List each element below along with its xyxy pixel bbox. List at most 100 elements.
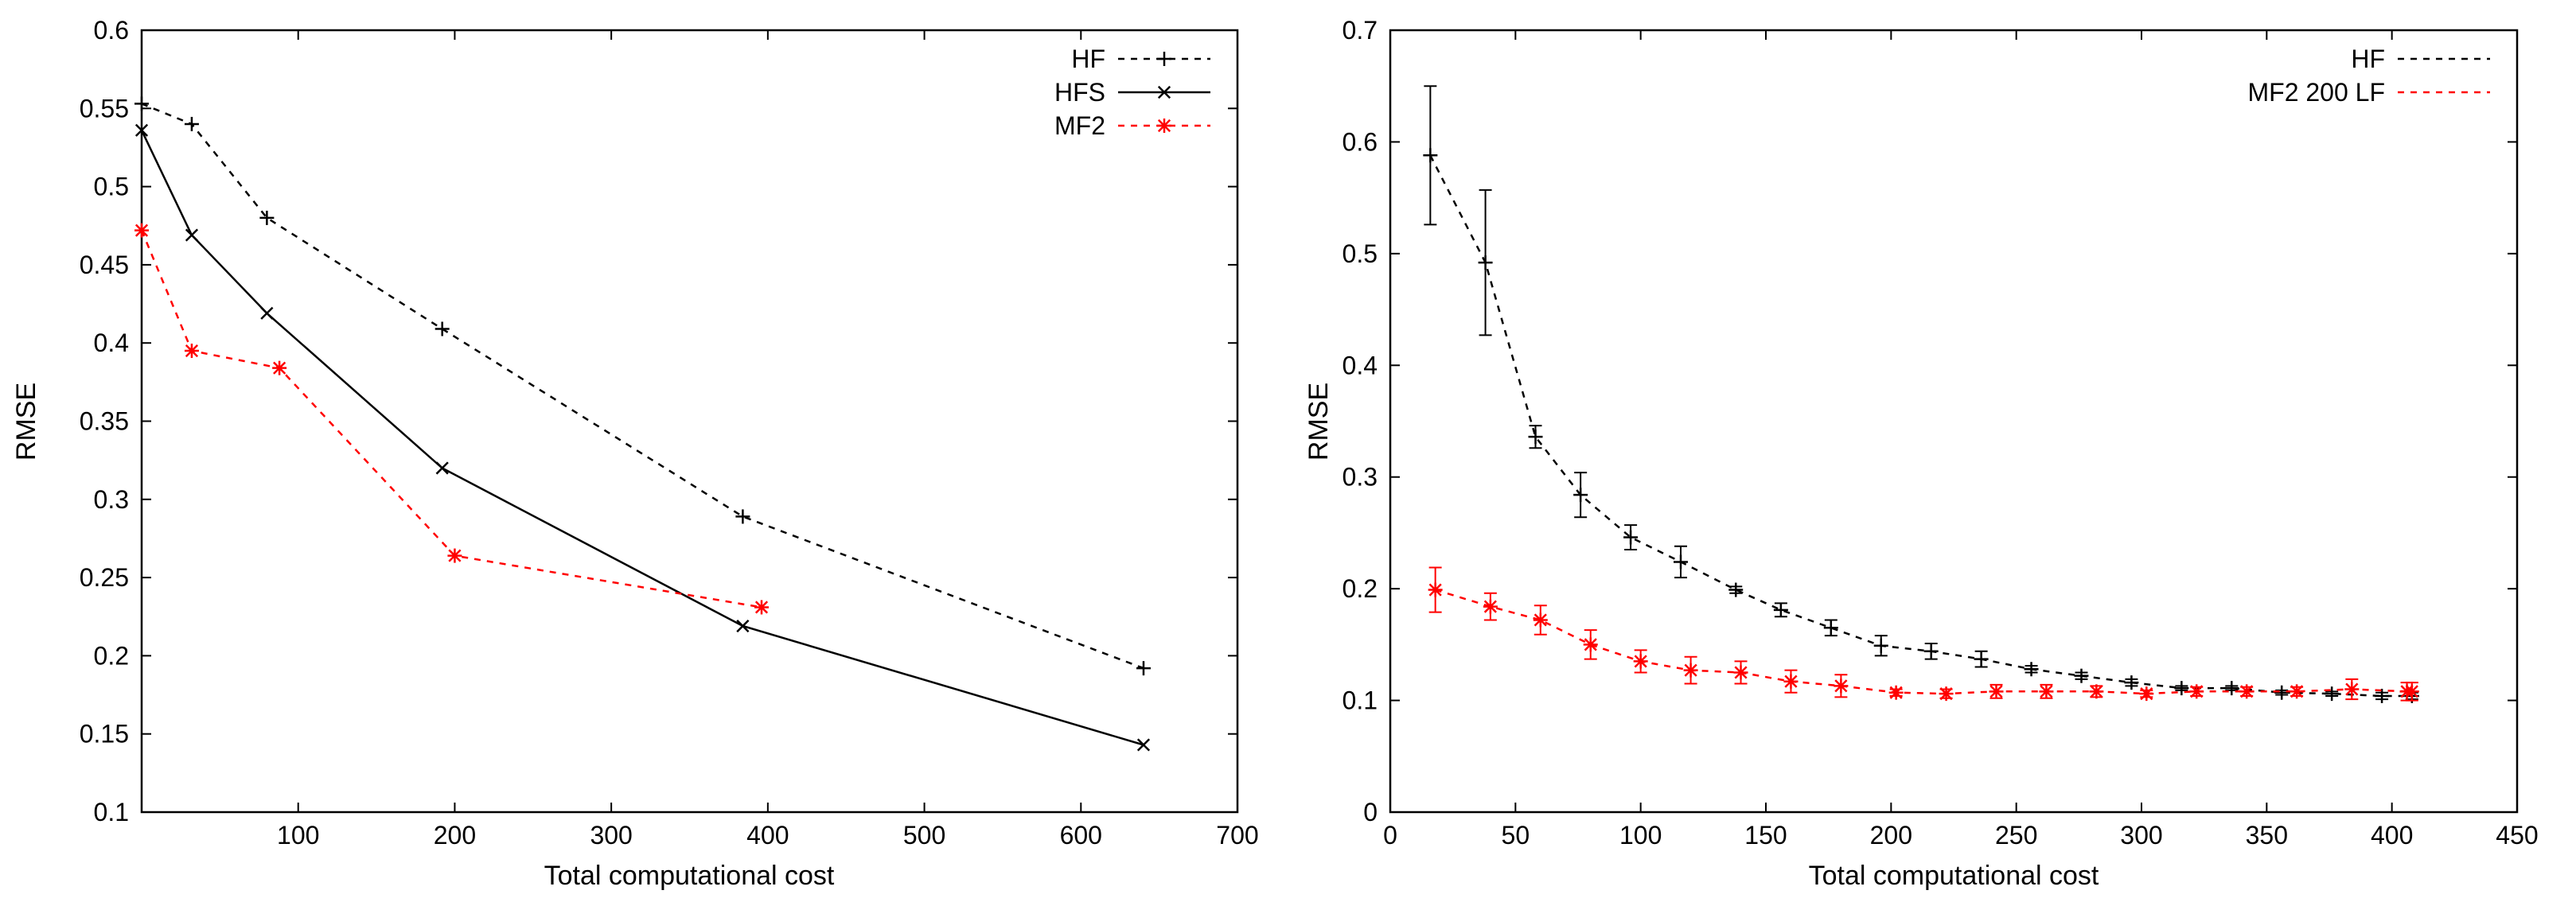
right-series-mf2-200-lf-point bbox=[1583, 637, 1598, 652]
left-series-hfs-point bbox=[134, 123, 149, 137]
right-x-tick-label: 200 bbox=[1870, 821, 1912, 850]
right-x-tick-label: 0 bbox=[1383, 821, 1397, 850]
left-x-axis-label: Total computational cost bbox=[544, 861, 835, 891]
right-x-tick-label: 300 bbox=[2120, 821, 2162, 850]
left-series-hfs-line bbox=[140, 130, 1144, 746]
right-series-hf-point bbox=[1728, 582, 1744, 597]
left-y-tick-label: 0.25 bbox=[80, 563, 129, 592]
right-series-mf2-200-lf-point bbox=[1483, 599, 1498, 614]
right-series-mf2-200-lf-point bbox=[2139, 686, 2154, 702]
left-series-mf2-line bbox=[140, 230, 762, 608]
right-series-hf-point bbox=[2174, 681, 2189, 696]
right-series-mf2-200-lf-line bbox=[1435, 589, 2412, 695]
right-series-mf2-200-lf bbox=[1428, 566, 2419, 702]
right-series-mf2-200-lf-point bbox=[2089, 684, 2104, 699]
left-legend-hfs-marker bbox=[1157, 85, 1171, 99]
right-legend-mf2-200-lf-label: MF2 200 LF bbox=[2247, 78, 2385, 107]
left-x-tick-label: 200 bbox=[434, 821, 476, 850]
left-y-tick-label: 0.5 bbox=[94, 173, 129, 201]
right-y-tick-label: 0.3 bbox=[1343, 463, 1378, 492]
right-y-tick-label: 0.7 bbox=[1343, 16, 1378, 45]
right-series-mf2-200-lf-point bbox=[1834, 678, 1849, 694]
left-series-mf2-point bbox=[184, 344, 199, 359]
right-series-hf bbox=[1423, 85, 2419, 703]
left-series-mf2-point bbox=[134, 223, 149, 238]
right-series-hf-point bbox=[2375, 688, 2390, 703]
left-series-mf2 bbox=[134, 223, 769, 615]
right-series-mf2-200-lf-point bbox=[1533, 612, 1548, 628]
right-series-mf2-200-lf-point bbox=[1888, 685, 1904, 700]
left-series-hfs-point bbox=[435, 461, 449, 475]
right-y-tick-label: 0.6 bbox=[1343, 127, 1378, 156]
right-y-tick-label: 0.2 bbox=[1343, 574, 1378, 603]
right-y-tick-label: 0.5 bbox=[1343, 239, 1378, 268]
left-series-hf-point bbox=[259, 210, 275, 225]
right-x-tick-label: 150 bbox=[1744, 821, 1787, 850]
right-series-hf-point bbox=[1528, 430, 1543, 445]
right-series-hf-point bbox=[2124, 675, 2139, 690]
left-series-hfs-point bbox=[1136, 738, 1151, 752]
left-legend-hfs-label: HFS bbox=[1054, 78, 1105, 107]
right-series-hf-point bbox=[1573, 488, 1588, 503]
right-series-mf2-200-lf-point bbox=[1939, 686, 1954, 702]
right-y-tick-label: 0 bbox=[1363, 798, 1378, 826]
left-series-hfs-point bbox=[736, 619, 750, 633]
left-y-tick-label: 0.35 bbox=[80, 407, 129, 436]
left-y-tick-label: 0.4 bbox=[94, 329, 129, 357]
right-legend-hf-label: HF bbox=[2351, 45, 2385, 73]
left-x-tick-label: 500 bbox=[903, 821, 945, 850]
left-series-hfs-point bbox=[185, 228, 199, 242]
right-series-hf-point bbox=[2274, 685, 2290, 700]
left-series-mf2-point bbox=[447, 548, 462, 563]
right-series-mf2-200-lf-point bbox=[2239, 684, 2254, 699]
left-series-hfs bbox=[134, 123, 1151, 752]
right-series-hf-point bbox=[1773, 602, 1788, 617]
right-series-hf-point bbox=[1823, 620, 1838, 636]
left-series-hf-point bbox=[184, 116, 199, 131]
left-x-tick-label: 400 bbox=[746, 821, 789, 850]
right-x-axis-label: Total computational cost bbox=[1809, 861, 2099, 891]
right-y-tick-label: 0.1 bbox=[1343, 686, 1378, 715]
right-series-hf-point bbox=[1674, 554, 1689, 570]
right-y-axis-label: RMSE bbox=[1304, 383, 1334, 461]
right-x-tick-label: 100 bbox=[1619, 821, 1662, 850]
right-series-mf2-200-lf-point bbox=[1733, 665, 1748, 680]
left-y-tick-label: 0.15 bbox=[80, 720, 129, 748]
right-series-mf2-200-lf-point bbox=[1683, 663, 1698, 678]
right-series-hf-point bbox=[2325, 686, 2340, 702]
right-series-mf2-200-lf-point bbox=[1428, 582, 1443, 597]
left-y-tick-label: 0.55 bbox=[80, 94, 129, 122]
left-y-tick-label: 0.45 bbox=[80, 251, 129, 279]
right-series-mf2-200-lf-point bbox=[1783, 674, 1799, 689]
right-chart: 0 50 100 150 200 250 300 350 400 450 0 0.1 0.2 0.3 0.4… bbox=[1304, 16, 2539, 891]
left-series-hf-line bbox=[141, 103, 1144, 670]
left-x-tick-label: 300 bbox=[590, 821, 632, 850]
right-series-hf-point bbox=[1623, 530, 1639, 545]
right-plot-frame bbox=[1389, 29, 2519, 814]
left-legend-mf2-label: MF2 bbox=[1054, 111, 1105, 140]
left-legend-mf2-marker bbox=[1157, 119, 1171, 133]
right-series-mf2-200-lf-point bbox=[2404, 684, 2419, 699]
right-x-tick-label: 350 bbox=[2246, 821, 2288, 850]
right-series-hf-point bbox=[1873, 638, 1888, 653]
left-plot-frame bbox=[140, 29, 1239, 814]
right-series-hf-point bbox=[1478, 255, 1493, 270]
right-series-mf2-200-lf-point bbox=[1633, 654, 1648, 669]
right-series-mf2-200-lf-point bbox=[2290, 684, 2305, 699]
left-x-tick-label: 700 bbox=[1216, 821, 1258, 850]
right-series-mf2-200-lf-point bbox=[2189, 684, 2204, 699]
left-series-hf-point bbox=[1136, 661, 1151, 676]
left-series-hf-point bbox=[435, 321, 450, 336]
left-x-tick-label: 600 bbox=[1060, 821, 1102, 850]
right-series-mf2-200-lf-point bbox=[2039, 684, 2054, 699]
left-chart: 100 200 300 400 500 600 700 0.1 0.15 0.2 0.25 0.3 0.… bbox=[11, 16, 1259, 891]
left-legend: HF HFS MF2 bbox=[1054, 45, 1210, 140]
right-series-hf-line bbox=[1429, 154, 2412, 698]
right-x-tick-label: 50 bbox=[1502, 821, 1530, 850]
right-x-tick-label: 250 bbox=[1995, 821, 2037, 850]
left-legend-hf-marker bbox=[1157, 52, 1171, 66]
right-x-tick-label: 400 bbox=[2371, 821, 2413, 850]
right-series-mf2-200-lf-point bbox=[2344, 682, 2360, 697]
right-series-hf-point bbox=[2024, 662, 2039, 677]
